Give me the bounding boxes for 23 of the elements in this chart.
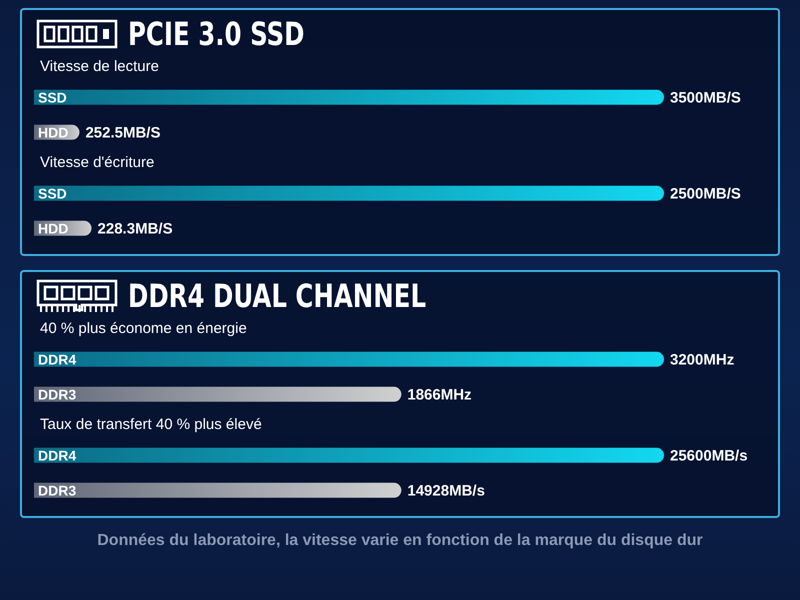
chart-title: Vitesse d'écriture [40,154,156,172]
y-tick-label: HDD [38,220,68,236]
data-label: 3200MHz [670,352,734,369]
chart-subtitle: Vitesse de lecture [40,58,160,76]
chart-title: PCIE 3.0 SSD [128,15,304,53]
y-tick-label: DDR4 [38,351,76,368]
y-tick-label: DDR3 [38,386,76,402]
chart-subtitle: 40 % plus économe en énergie [40,320,248,338]
y-tick-label: SSD [38,185,67,202]
data-label: 1866MHz [407,386,472,404]
data-label: 252.5MB/S [85,124,160,142]
data-label: 228.3MB/S [98,220,173,238]
chart-title: DDR4 DUAL CHANNEL [128,277,426,315]
data-label: 3500MB/S [670,90,741,107]
data-label: 2500MB/S [670,186,741,203]
data-label: 25600MB/s [670,448,748,465]
y-tick-label: SSD [38,89,67,106]
y-tick-label: DDR4 [38,447,76,464]
chart-title: Taux de transfert 40 % plus élevé [40,416,263,434]
y-tick-label: HDD [38,124,68,140]
text: Données du laboratoire, la vitesse varie en fonction de la marque du disque dur [96,532,704,550]
y-tick-label: DDR3 [38,482,76,498]
data-label: 14928MB/s [407,482,485,500]
